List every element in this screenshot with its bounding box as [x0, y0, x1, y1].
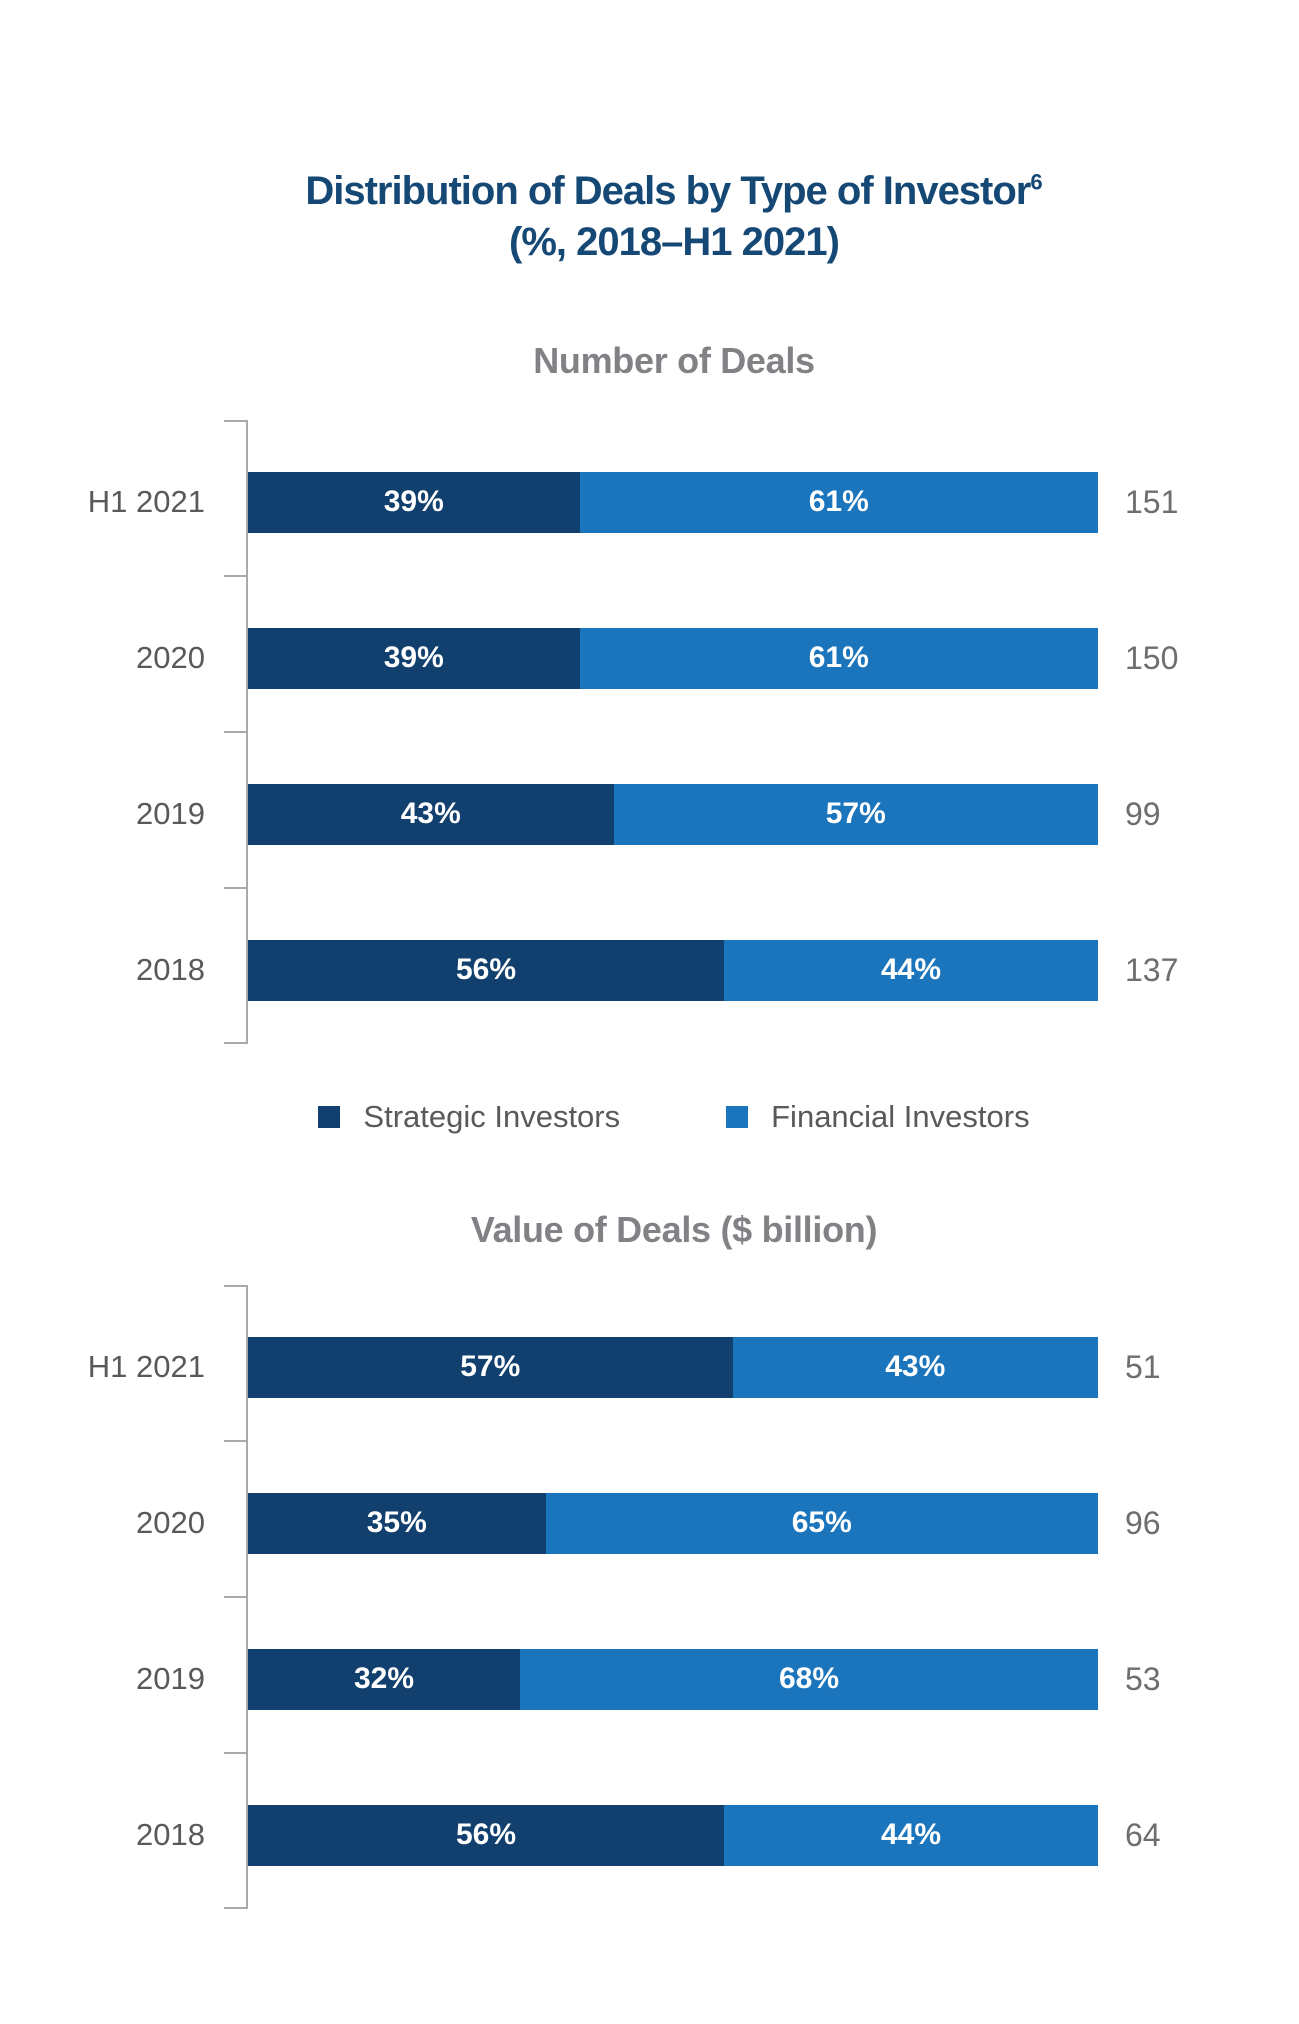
- percent-label: 57%: [825, 797, 886, 831]
- chart2-plot: H1 2021 57% 43% 51 2020 35% 65% 96 2019 32% 68% 53 2…: [88, 1285, 1161, 1910]
- bar-row: 2018 56% 44% 137: [136, 888, 1178, 1044]
- bar-row: 2019 43% 57% 99: [136, 732, 1161, 888]
- legend-label: Strategic Investors: [363, 1099, 621, 1135]
- bar-segment-strategic: 57%: [248, 1336, 733, 1398]
- page-title-line2: (%, 2018–H1 2021): [509, 220, 840, 265]
- total-label: 150: [1125, 639, 1179, 676]
- bar-segment-financial: 57%: [613, 783, 1098, 845]
- percent-label: 39%: [383, 485, 444, 519]
- axis-tick: [224, 1596, 246, 1599]
- total-label: 53: [1125, 1660, 1161, 1697]
- axis-tick: [224, 420, 246, 423]
- title-superscript: 6: [1030, 169, 1043, 195]
- stacked-bar: 43% 57%: [248, 783, 1098, 845]
- category-label: 2019: [136, 796, 205, 832]
- bar-segment-strategic: 39%: [248, 471, 580, 533]
- stacked-bar: 56% 44%: [248, 1804, 1098, 1866]
- axis-tick: [224, 1440, 246, 1443]
- plot-rows: H1 2021 57% 43% 51 2020 35% 65% 96 2019 32% 68% 53 2…: [88, 1285, 1161, 1910]
- strategic-swatch-icon: [318, 1106, 341, 1129]
- bar-segment-financial: 43%: [732, 1336, 1098, 1398]
- bar-row: 2019 32% 68% 53: [136, 1597, 1161, 1753]
- category-label: 2018: [136, 1817, 205, 1853]
- percent-label: 43%: [885, 1350, 946, 1384]
- legend-item: Strategic Investors: [318, 1099, 620, 1135]
- bar-segment-strategic: 39%: [248, 627, 580, 689]
- total-label: 96: [1125, 1504, 1161, 1541]
- percent-label: 57%: [460, 1350, 521, 1384]
- chart2-title-block: Value of Deals ($ billion): [248, 1209, 1100, 1251]
- chart2-title: Value of Deals ($ billion): [470, 1209, 878, 1251]
- percent-label: 61%: [808, 485, 869, 519]
- category-label: 2020: [136, 1505, 205, 1541]
- stacked-bar: 32% 68%: [248, 1648, 1098, 1710]
- bar-segment-financial: 44%: [724, 939, 1098, 1001]
- bar-segment-financial: 68%: [520, 1648, 1098, 1710]
- total-label: 137: [1125, 951, 1179, 988]
- bar-segment-financial: 65%: [545, 1492, 1098, 1554]
- chart1-title-block: Number of Deals: [248, 340, 1100, 382]
- percent-label: 56%: [455, 953, 517, 987]
- bar-row: H1 2021 39% 61% 151: [88, 420, 1178, 576]
- bar-segment-strategic: 56%: [248, 1804, 724, 1866]
- category-label: 2018: [136, 952, 205, 988]
- stacked-bar: 56% 44%: [248, 939, 1098, 1001]
- total-label: 51: [1125, 1348, 1161, 1385]
- axis-tick: [224, 1042, 246, 1045]
- total-label: 99: [1125, 795, 1161, 832]
- bar-row: 2018 56% 44% 64: [136, 1753, 1161, 1909]
- legend-item: Financial Investors: [726, 1099, 1030, 1135]
- bar-row: 2020 35% 65% 96: [136, 1441, 1161, 1597]
- axis-tick: [224, 887, 246, 890]
- stacked-bar: 39% 61%: [248, 627, 1098, 689]
- bar-segment-strategic: 56%: [248, 939, 724, 1001]
- page-title-text: Distribution of Deals by Type of Investo…: [305, 169, 1031, 213]
- category-label: H1 2021: [87, 1349, 205, 1385]
- legend: Strategic Investors Financial Investors: [248, 1099, 1100, 1135]
- axis-tick: [224, 731, 246, 734]
- plot-rows: H1 2021 39% 61% 151 2020 39% 61% 150 2019 43% 57% 9…: [88, 420, 1178, 1045]
- percent-label: 39%: [383, 641, 444, 675]
- chart1-plot: H1 2021 39% 61% 151 2020 39% 61% 150 2019 43% 57% 9…: [88, 420, 1178, 1045]
- legend-label: Financial Investors: [771, 1099, 1030, 1135]
- total-label: 151: [1125, 483, 1179, 520]
- stacked-bar: 39% 61%: [248, 471, 1098, 533]
- bar-row: H1 2021 57% 43% 51: [88, 1285, 1161, 1441]
- percent-label: 56%: [455, 1818, 517, 1852]
- bar-segment-strategic: 43%: [248, 783, 614, 845]
- total-label: 64: [1125, 1816, 1161, 1853]
- category-label: H1 2021: [87, 484, 205, 520]
- percent-label: 43%: [400, 797, 461, 831]
- bar-row: 2020 39% 61% 150: [136, 576, 1178, 732]
- category-label: 2019: [136, 1661, 205, 1697]
- percent-label: 44%: [880, 953, 942, 987]
- infographic-page: Distribution of Deals by Type of Investo…: [88, 166, 1178, 1910]
- category-label: 2020: [136, 640, 205, 676]
- stacked-bar: 35% 65%: [248, 1492, 1098, 1554]
- chart1-title: Number of Deals: [533, 340, 815, 382]
- bar-segment-financial: 44%: [724, 1804, 1098, 1866]
- bar-segment-financial: 61%: [579, 627, 1098, 689]
- bar-segment-strategic: 32%: [248, 1648, 520, 1710]
- axis-tick: [224, 1285, 246, 1288]
- percent-label: 68%: [778, 1662, 840, 1696]
- axis-tick: [224, 1752, 246, 1755]
- financial-swatch-icon: [726, 1106, 749, 1129]
- percent-label: 35%: [366, 1506, 427, 1540]
- percent-label: 65%: [791, 1506, 852, 1540]
- bar-segment-financial: 61%: [579, 471, 1098, 533]
- percent-label: 32%: [353, 1662, 415, 1696]
- title-block: Distribution of Deals by Type of Investo…: [248, 166, 1100, 268]
- axis-tick: [224, 575, 246, 578]
- percent-label: 61%: [808, 641, 869, 675]
- percent-label: 44%: [880, 1818, 942, 1852]
- bar-segment-strategic: 35%: [248, 1492, 546, 1554]
- axis-tick: [224, 1907, 246, 1910]
- page-title: Distribution of Deals by Type of Investo…: [248, 166, 1100, 217]
- stacked-bar: 57% 43%: [248, 1336, 1098, 1398]
